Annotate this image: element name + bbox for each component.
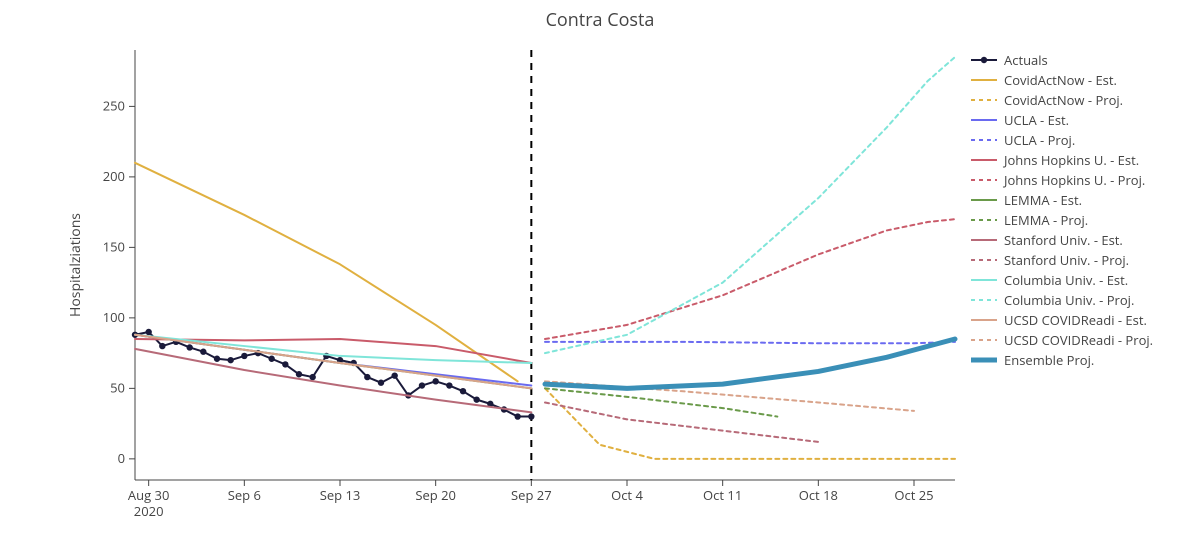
legend-item-covidactnow_est[interactable]: CovidActNow - Est. (970, 70, 1153, 90)
y-tick-label: 50 (110, 378, 125, 396)
series-actuals-marker (391, 372, 397, 378)
y-tick-label: 200 (103, 167, 125, 185)
series-actuals-marker (186, 344, 192, 350)
legend-swatch (970, 290, 998, 310)
legend-label: Ensemble Proj. (1004, 351, 1094, 369)
legend-swatch (970, 250, 998, 270)
legend-label: UCSD COVIDReadi - Proj. (1004, 331, 1153, 349)
series-actuals-marker (282, 361, 288, 367)
legend-swatch (970, 270, 998, 290)
legend-item-stanford_est[interactable]: Stanford Univ. - Est. (970, 230, 1153, 250)
y-tick-label: 250 (103, 96, 125, 114)
y-tick-label: 100 (103, 308, 125, 326)
legend-swatch (970, 70, 998, 90)
series-actuals-marker (514, 413, 520, 419)
series-actuals-marker (214, 356, 220, 362)
legend: Actuals CovidActNow - Est. CovidActNow - P… (970, 50, 1153, 370)
series-actuals-marker (419, 382, 425, 388)
series-actuals-marker (159, 343, 165, 349)
legend-swatch (970, 350, 998, 370)
legend-swatch (970, 90, 998, 110)
legend-swatch (970, 50, 998, 70)
series-ucla_proj (545, 342, 955, 343)
series-actuals-marker (296, 371, 302, 377)
legend-label: Columbia Univ. - Est. (1004, 271, 1128, 289)
legend-swatch (970, 110, 998, 130)
legend-item-stanford_proj[interactable]: Stanford Univ. - Proj. (970, 250, 1153, 270)
x-tick-label: Sep 27 (511, 486, 552, 504)
x-tick-label: Sep 6 (228, 486, 261, 504)
legend-item-jhu_proj[interactable]: Johns Hopkins U. - Proj. (970, 170, 1153, 190)
series-actuals-marker (446, 382, 452, 388)
series-actuals-marker (268, 356, 274, 362)
series-actuals-marker (364, 374, 370, 380)
legend-label: CovidActNow - Est. (1004, 71, 1117, 89)
legend-item-ensemble[interactable]: Ensemble Proj. (970, 350, 1153, 370)
legend-label: UCLA - Est. (1004, 111, 1069, 129)
legend-item-ucla_proj[interactable]: UCLA - Proj. (970, 130, 1153, 150)
series-actuals-marker (432, 378, 438, 384)
legend-item-lemma_est[interactable]: LEMMA - Est. (970, 190, 1153, 210)
legend-item-ucsd_proj[interactable]: UCSD COVIDReadi - Proj. (970, 330, 1153, 350)
legend-label: Johns Hopkins U. - Proj. (1004, 171, 1145, 189)
chart-container: Contra Costa 050100150200250Aug 302020Se… (0, 0, 1200, 534)
series-actuals-marker (309, 374, 315, 380)
x-tick-label: Sep 13 (320, 486, 361, 504)
series-actuals-marker (460, 388, 466, 394)
series-covidactnow_proj (545, 388, 955, 458)
series-actuals-marker (227, 357, 233, 363)
legend-item-jhu_est[interactable]: Johns Hopkins U. - Est. (970, 150, 1153, 170)
legend-swatch (970, 310, 998, 330)
series-actuals-marker (378, 380, 384, 386)
chart-title: Contra Costa (0, 8, 1200, 32)
series-columbia_proj (545, 57, 955, 353)
legend-label: Actuals (1004, 51, 1048, 69)
legend-swatch (970, 230, 998, 250)
legend-swatch (970, 170, 998, 190)
legend-label: Stanford Univ. - Est. (1004, 231, 1123, 249)
legend-swatch (970, 330, 998, 350)
x-tick-label: Oct 18 (799, 486, 838, 504)
x-tick-label: Sep 20 (415, 486, 456, 504)
y-tick-label: 0 (118, 449, 125, 467)
legend-item-actuals[interactable]: Actuals (970, 50, 1153, 70)
legend-item-covidactnow_proj[interactable]: CovidActNow - Proj. (970, 90, 1153, 110)
x-tick-label: Oct 4 (611, 486, 643, 504)
y-tick-label: 150 (103, 237, 125, 255)
legend-label: CovidActNow - Proj. (1004, 91, 1123, 109)
y-axis-label: Hospitalziations (66, 213, 85, 317)
x-tick-label: Oct 25 (894, 486, 933, 504)
legend-item-columbia_proj[interactable]: Columbia Univ. - Proj. (970, 290, 1153, 310)
series-actuals-marker (145, 329, 151, 335)
series-lemma_proj (545, 388, 777, 416)
legend-swatch (970, 150, 998, 170)
series-actuals-marker (241, 353, 247, 359)
legend-label: LEMMA - Est. (1004, 191, 1082, 209)
legend-label: Stanford Univ. - Proj. (1004, 251, 1129, 269)
legend-label: LEMMA - Proj. (1004, 211, 1088, 229)
x-tick-sublabel: 2020 (134, 502, 164, 520)
series-ensemble (545, 339, 955, 388)
legend-swatch (970, 210, 998, 230)
legend-label: Columbia Univ. - Proj. (1004, 291, 1134, 309)
legend-label: UCSD COVIDReadi - Est. (1004, 311, 1147, 329)
series-stanford_proj (545, 402, 818, 441)
legend-swatch (970, 190, 998, 210)
legend-item-columbia_est[interactable]: Columbia Univ. - Est. (970, 270, 1153, 290)
legend-item-ucla_est[interactable]: UCLA - Est. (970, 110, 1153, 130)
x-tick-label: Oct 11 (703, 486, 742, 504)
series-actuals-marker (473, 396, 479, 402)
legend-item-ucsd_est[interactable]: UCSD COVIDReadi - Est. (970, 310, 1153, 330)
legend-swatch (970, 130, 998, 150)
series-jhu_proj (545, 219, 955, 339)
legend-label: UCLA - Proj. (1004, 131, 1075, 149)
series-actuals-marker (200, 349, 206, 355)
series-actuals-marker (528, 413, 534, 419)
legend-item-lemma_proj[interactable]: LEMMA - Proj. (970, 210, 1153, 230)
legend-label: Johns Hopkins U. - Est. (1004, 151, 1139, 169)
